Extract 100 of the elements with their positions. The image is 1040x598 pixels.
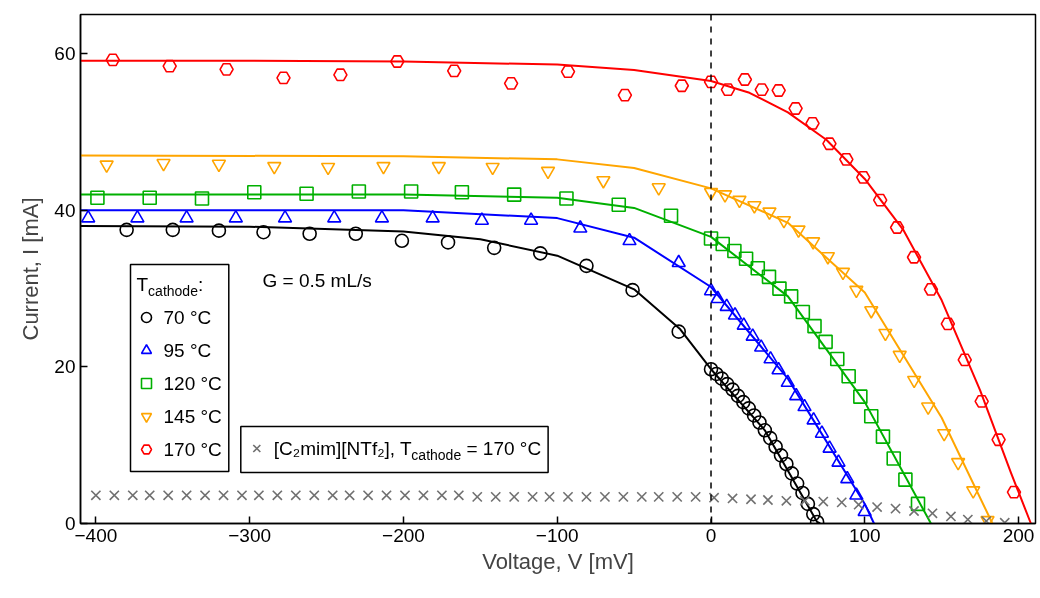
annotation: G = 0.5 mL/s [262,270,372,291]
point [745,493,757,505]
point [348,226,364,242]
point [453,489,465,501]
point [142,190,157,206]
point [717,190,733,203]
point [490,491,502,503]
point [875,429,891,444]
point [927,507,938,519]
point [890,503,901,515]
point [923,282,939,296]
point [376,161,391,175]
point [898,472,913,487]
point [256,224,271,240]
point [454,184,470,200]
point [950,457,966,471]
point [381,489,392,501]
point [708,492,720,504]
point [108,489,120,501]
y-axis-title: Current, I [mA] [18,197,44,341]
point [957,353,973,367]
point [394,233,410,249]
point [797,398,812,412]
x-axis-title: Voltage, V [mV] [482,548,634,574]
point [839,470,855,484]
point [795,304,811,320]
point [872,193,888,207]
point [849,487,864,500]
point [211,159,227,173]
point [753,339,769,352]
x-tick-label: 100 [848,524,881,546]
point [710,290,726,304]
point [533,246,548,261]
point [544,491,555,503]
point [362,489,374,501]
point [559,191,574,206]
point [818,334,833,350]
point [344,489,356,501]
point [839,152,854,166]
point [757,423,773,438]
point [440,235,456,250]
point [144,489,156,501]
legend-label: 95 °C [163,340,212,361]
point [817,496,829,507]
legend-label: 70 °C [163,307,212,328]
point [703,75,719,89]
point [800,496,816,512]
point [560,65,576,79]
point [253,489,265,501]
point [599,491,611,503]
point [236,489,248,501]
point [752,415,767,430]
point [853,499,865,511]
point [181,489,193,501]
point [508,491,520,503]
point [768,439,783,455]
point [703,361,719,377]
point [436,489,448,501]
point [820,251,836,265]
point [780,374,796,388]
point [805,237,821,250]
point [651,183,667,196]
point [807,318,822,334]
point [199,489,211,501]
point [835,267,851,281]
point [822,137,837,151]
legend-label: 120 °C [163,373,222,394]
point [715,236,730,252]
point [754,83,770,97]
x-tick-label: 0 [705,524,717,546]
point [892,350,908,364]
point [503,76,519,90]
point [162,59,177,73]
point [886,451,902,466]
point [783,289,799,304]
point [333,68,348,82]
point [709,366,724,382]
point [974,394,989,408]
point [399,489,411,501]
point [290,489,302,501]
point [863,305,879,319]
legend-label: 145 °C [163,406,222,427]
point [162,489,174,501]
point [446,64,462,78]
point [889,221,905,234]
point [211,223,227,238]
point [906,250,922,264]
point [194,191,210,206]
point [617,491,629,503]
x-tick-label: −300 [228,524,272,546]
point [910,496,926,512]
point [829,351,845,367]
point [90,190,105,206]
point [351,184,367,199]
point [945,511,957,522]
point [486,240,502,256]
point [703,231,719,246]
point [119,222,134,238]
point [853,389,868,404]
point [99,160,114,174]
